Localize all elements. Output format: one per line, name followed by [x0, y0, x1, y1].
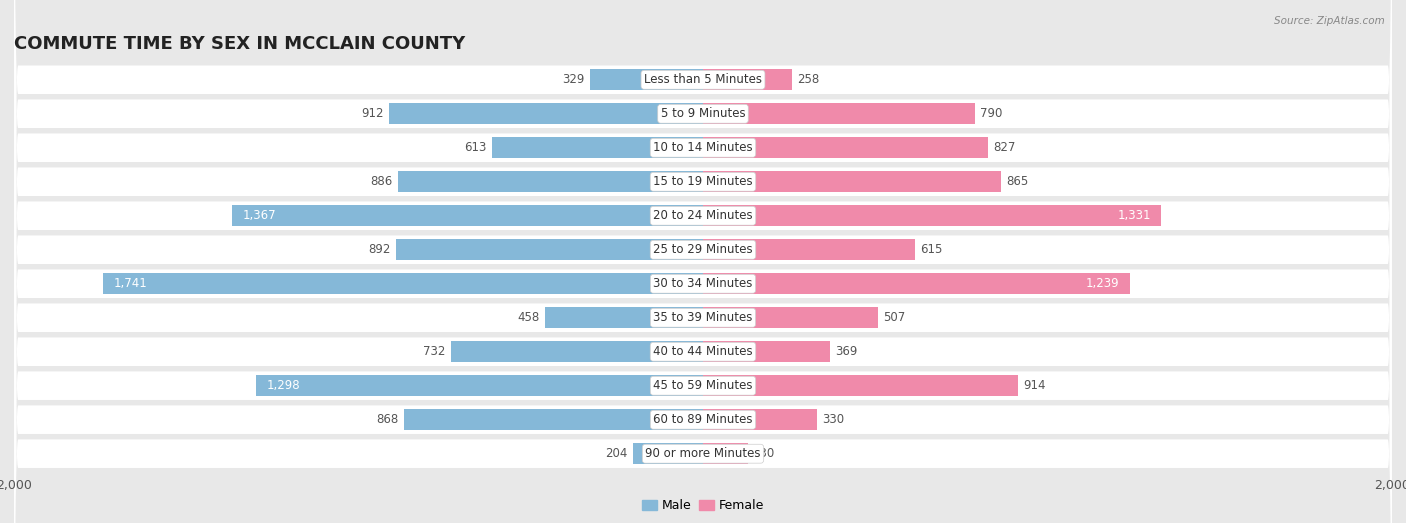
Bar: [451, 341, 703, 362]
Text: 25 to 29 Minutes: 25 to 29 Minutes: [654, 243, 752, 256]
Text: 204: 204: [605, 447, 627, 460]
Text: 90 or more Minutes: 90 or more Minutes: [645, 447, 761, 460]
Text: 15 to 19 Minutes: 15 to 19 Minutes: [654, 175, 752, 188]
Text: 10 to 14 Minutes: 10 to 14 Minutes: [654, 141, 752, 154]
Bar: [703, 341, 830, 362]
Legend: Male, Female: Male, Female: [637, 494, 769, 517]
Bar: [492, 137, 703, 158]
Bar: [398, 171, 703, 192]
Text: 732: 732: [423, 345, 446, 358]
Text: 827: 827: [993, 141, 1015, 154]
Text: 5 to 9 Minutes: 5 to 9 Minutes: [661, 107, 745, 120]
FancyBboxPatch shape: [14, 0, 1392, 523]
Text: 914: 914: [1024, 379, 1046, 392]
FancyBboxPatch shape: [14, 0, 1392, 523]
Text: Less than 5 Minutes: Less than 5 Minutes: [644, 73, 762, 86]
Bar: [703, 69, 792, 90]
FancyBboxPatch shape: [14, 0, 1392, 523]
Text: 868: 868: [377, 413, 399, 426]
Text: 1,239: 1,239: [1085, 277, 1119, 290]
Bar: [703, 103, 976, 124]
Bar: [404, 409, 703, 430]
Bar: [703, 137, 988, 158]
Text: Source: ZipAtlas.com: Source: ZipAtlas.com: [1274, 16, 1385, 26]
Text: 329: 329: [562, 73, 585, 86]
Text: 507: 507: [883, 311, 905, 324]
Text: 1,331: 1,331: [1118, 209, 1152, 222]
Bar: [703, 307, 877, 328]
Text: 258: 258: [797, 73, 820, 86]
FancyBboxPatch shape: [14, 0, 1392, 523]
Text: 892: 892: [368, 243, 391, 256]
FancyBboxPatch shape: [14, 60, 1392, 523]
Bar: [395, 239, 703, 260]
Bar: [389, 103, 703, 124]
FancyBboxPatch shape: [14, 0, 1392, 523]
Bar: [703, 171, 1001, 192]
FancyBboxPatch shape: [14, 0, 1392, 473]
Bar: [703, 409, 817, 430]
Text: 20 to 24 Minutes: 20 to 24 Minutes: [654, 209, 752, 222]
Bar: [703, 239, 915, 260]
Bar: [703, 205, 1161, 226]
FancyBboxPatch shape: [14, 0, 1392, 523]
Text: 613: 613: [464, 141, 486, 154]
FancyBboxPatch shape: [14, 0, 1392, 523]
Text: 30 to 34 Minutes: 30 to 34 Minutes: [654, 277, 752, 290]
Bar: [703, 443, 748, 464]
Text: 1,367: 1,367: [242, 209, 276, 222]
Text: 369: 369: [835, 345, 858, 358]
Text: 35 to 39 Minutes: 35 to 39 Minutes: [654, 311, 752, 324]
Text: 330: 330: [823, 413, 844, 426]
Text: 790: 790: [980, 107, 1002, 120]
Bar: [633, 443, 703, 464]
Text: 912: 912: [361, 107, 384, 120]
Bar: [703, 273, 1130, 294]
FancyBboxPatch shape: [14, 0, 1392, 507]
Text: COMMUTE TIME BY SEX IN MCCLAIN COUNTY: COMMUTE TIME BY SEX IN MCCLAIN COUNTY: [14, 35, 465, 53]
Text: 458: 458: [517, 311, 540, 324]
Bar: [703, 375, 1018, 396]
Bar: [546, 307, 703, 328]
FancyBboxPatch shape: [14, 26, 1392, 523]
Text: 130: 130: [754, 447, 775, 460]
Text: 865: 865: [1007, 175, 1028, 188]
Bar: [256, 375, 703, 396]
Bar: [103, 273, 703, 294]
Text: 45 to 59 Minutes: 45 to 59 Minutes: [654, 379, 752, 392]
Text: 615: 615: [920, 243, 942, 256]
Text: 40 to 44 Minutes: 40 to 44 Minutes: [654, 345, 752, 358]
Text: 1,298: 1,298: [266, 379, 299, 392]
Bar: [232, 205, 703, 226]
FancyBboxPatch shape: [14, 0, 1392, 523]
Text: 1,741: 1,741: [114, 277, 148, 290]
Bar: [589, 69, 703, 90]
Text: 60 to 89 Minutes: 60 to 89 Minutes: [654, 413, 752, 426]
Text: 886: 886: [370, 175, 392, 188]
